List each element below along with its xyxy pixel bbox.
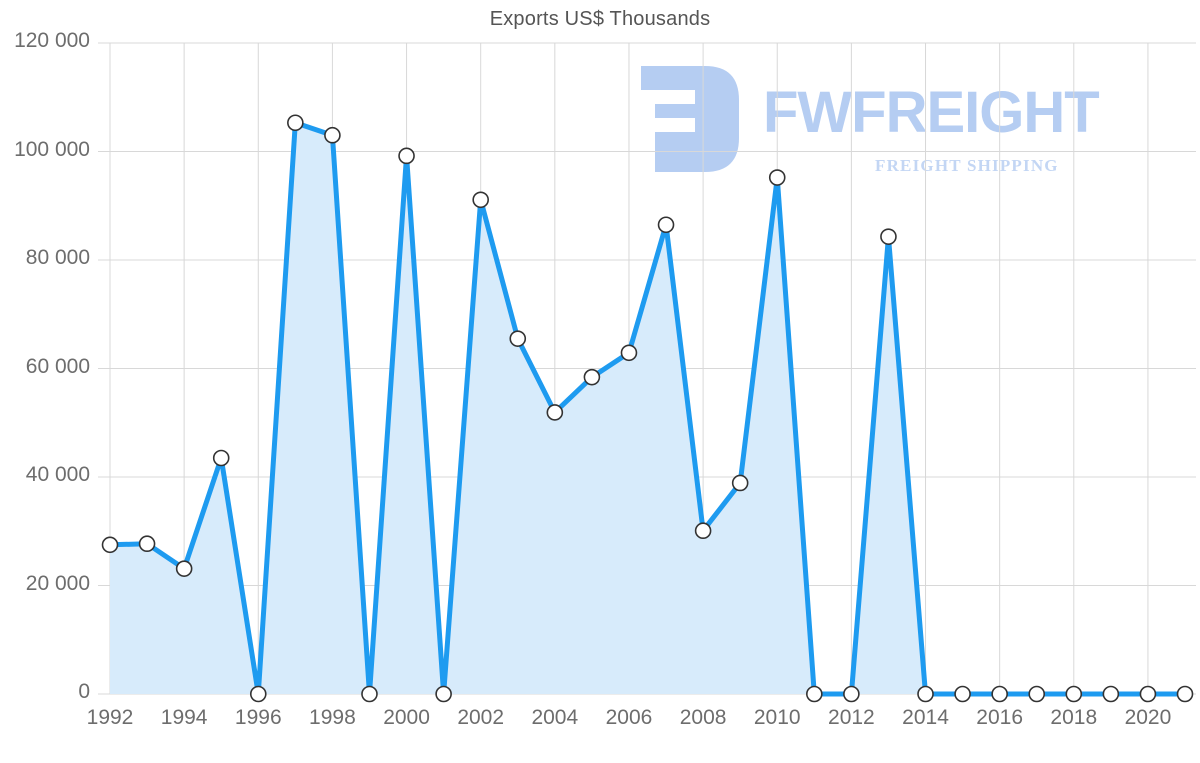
data-point-marker[interactable] [101,536,119,554]
data-point-marker[interactable] [509,330,527,347]
data-point-marker[interactable] [398,147,415,165]
data-point-marker[interactable] [583,368,601,386]
x-axis-tick-label: 2012 [828,706,875,729]
data-point-marker[interactable] [991,685,1008,703]
chart-title: Exports US$ Thousands [489,8,711,30]
data-point-marker[interactable] [1065,685,1083,703]
x-axis-tick-label: 2018 [1050,706,1098,729]
x-axis-tick-label: 2008 [679,706,727,729]
x-axis-tick-label: 1994 [160,706,208,729]
y-axis-tick-label: 80 000 [25,246,90,269]
data-point-marker[interactable] [212,449,230,467]
data-point-marker[interactable] [1028,685,1046,703]
x-axis-tick-label: 1992 [86,706,134,729]
x-axis-tick-label: 2004 [531,706,579,729]
data-point-marker[interactable] [731,474,749,492]
data-point-marker[interactable] [175,560,193,577]
x-axis-tick-label: 2016 [976,706,1023,729]
data-point-marker[interactable] [249,685,267,703]
x-axis-tick-label: 2000 [383,706,430,729]
data-point-marker[interactable] [361,685,378,703]
data-point-marker[interactable] [324,126,341,144]
data-point-marker[interactable] [694,522,712,540]
x-axis-tick-label: 2002 [457,706,505,729]
x-axis-tick-label: 2006 [605,706,653,729]
data-point-marker[interactable] [806,685,823,703]
data-point-marker[interactable] [287,114,304,132]
x-axis-tick-label: 1998 [309,706,356,729]
y-axis-tick-label: 20 000 [25,571,90,595]
data-point-marker[interactable] [1139,685,1157,703]
y-axis-tick-label: 120 000 [14,29,90,52]
data-markers [101,114,1194,703]
y-axis-tick-label: 40 000 [25,463,90,486]
data-point-marker[interactable] [138,535,156,553]
data-point-marker[interactable] [620,344,638,362]
data-point-marker[interactable] [1102,685,1120,703]
data-point-marker[interactable] [1176,685,1194,703]
data-point-marker[interactable] [768,169,786,186]
y-axis-tick-label: 0 [78,680,90,703]
data-point-marker[interactable] [546,404,564,421]
data-point-marker[interactable] [435,685,452,703]
x-axis-tick-label: 1996 [234,706,282,729]
y-axis-tick-label: 100 000 [14,137,90,161]
data-point-marker[interactable] [917,685,934,703]
y-axis-tick-label: 60 000 [25,354,90,378]
data-point-marker[interactable] [472,191,489,209]
data-point-marker[interactable] [657,216,675,234]
x-axis-tick-label: 2014 [902,706,949,729]
x-axis-tick-label: 2010 [753,706,801,729]
data-point-marker[interactable] [843,685,860,703]
data-point-marker[interactable] [880,228,897,245]
area-fill [110,122,1185,694]
x-axis-tick-label: 2020 [1124,706,1172,729]
data-point-marker[interactable] [954,685,971,703]
